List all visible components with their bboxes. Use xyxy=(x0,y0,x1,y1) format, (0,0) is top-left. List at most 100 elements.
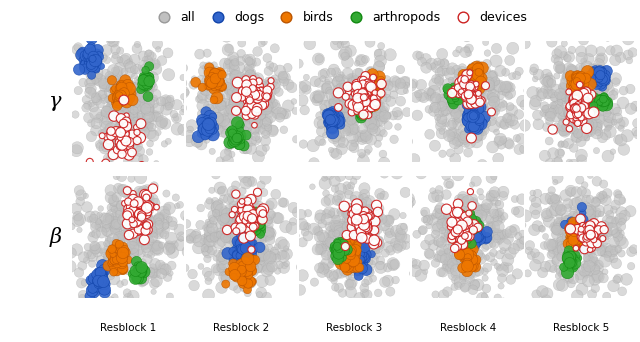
Point xyxy=(86,79,96,84)
Point xyxy=(269,45,280,51)
Point xyxy=(502,230,512,236)
Point xyxy=(200,87,210,92)
Point xyxy=(151,271,161,276)
Point xyxy=(349,252,359,258)
Point xyxy=(412,232,422,237)
Point xyxy=(529,68,539,74)
Point xyxy=(317,233,328,239)
Point xyxy=(564,235,575,240)
Point xyxy=(115,48,125,54)
Point xyxy=(175,227,185,232)
Point xyxy=(216,285,227,290)
Point xyxy=(396,81,406,86)
Point xyxy=(118,102,128,108)
Point xyxy=(255,255,266,260)
Point xyxy=(220,275,230,280)
Point xyxy=(334,194,344,199)
Point xyxy=(345,75,355,80)
Point xyxy=(470,115,480,120)
Point xyxy=(471,257,481,263)
Point xyxy=(342,263,353,269)
Point xyxy=(502,84,512,89)
Point xyxy=(330,117,340,122)
Point xyxy=(601,197,611,203)
Point xyxy=(251,92,261,97)
Point xyxy=(144,120,154,126)
Point xyxy=(317,95,327,101)
Point xyxy=(441,219,451,225)
Point xyxy=(438,97,449,103)
Point xyxy=(351,268,361,274)
Point xyxy=(391,79,401,84)
Point xyxy=(580,225,591,231)
Point xyxy=(362,83,372,89)
Point xyxy=(99,280,109,286)
Point xyxy=(366,89,376,94)
Point xyxy=(465,106,476,112)
Point xyxy=(471,73,481,78)
Point xyxy=(161,227,172,233)
Point xyxy=(324,171,334,176)
Point xyxy=(191,213,202,219)
Point xyxy=(200,246,210,251)
Point xyxy=(481,120,492,126)
Point xyxy=(490,96,500,101)
Point xyxy=(133,89,143,94)
Point xyxy=(438,100,449,106)
Point xyxy=(570,261,580,266)
Point xyxy=(112,261,122,266)
Point xyxy=(451,67,461,73)
Point xyxy=(465,260,476,266)
Point xyxy=(204,84,214,90)
Point xyxy=(241,273,252,279)
Point xyxy=(604,120,614,126)
Point xyxy=(475,236,485,242)
Point xyxy=(479,208,490,213)
Point xyxy=(369,257,379,262)
Point xyxy=(126,176,136,182)
Point xyxy=(122,189,132,195)
Point xyxy=(332,246,342,251)
Point xyxy=(464,88,474,94)
Point xyxy=(326,212,336,217)
Point xyxy=(576,153,586,158)
Point xyxy=(451,222,461,227)
Point xyxy=(108,252,118,257)
Point xyxy=(114,211,124,216)
Point xyxy=(415,214,425,219)
Point xyxy=(449,229,459,235)
Point xyxy=(577,234,588,239)
Point xyxy=(138,81,148,87)
Point xyxy=(571,109,581,115)
Point xyxy=(469,236,479,241)
Point xyxy=(330,227,340,233)
Point xyxy=(159,222,170,227)
Point xyxy=(583,233,593,239)
Point xyxy=(125,213,135,219)
Point xyxy=(120,253,131,258)
Point xyxy=(603,107,613,112)
Point xyxy=(129,251,139,256)
Point xyxy=(577,109,587,114)
Point xyxy=(95,279,105,285)
Point xyxy=(467,226,477,232)
Point xyxy=(321,266,331,272)
Point xyxy=(588,66,598,71)
Point xyxy=(224,238,234,244)
Point xyxy=(341,118,351,123)
Point xyxy=(476,128,486,133)
Point xyxy=(440,60,450,65)
Point xyxy=(481,91,492,97)
Point xyxy=(579,37,589,43)
Point xyxy=(488,250,499,255)
Point xyxy=(125,92,135,98)
Point xyxy=(582,74,593,80)
Point xyxy=(103,254,113,259)
Point xyxy=(584,56,594,61)
Point xyxy=(472,234,483,239)
Point xyxy=(584,69,595,75)
Point xyxy=(489,211,499,216)
Point xyxy=(230,269,240,275)
Point xyxy=(595,81,605,86)
Point xyxy=(482,229,492,235)
